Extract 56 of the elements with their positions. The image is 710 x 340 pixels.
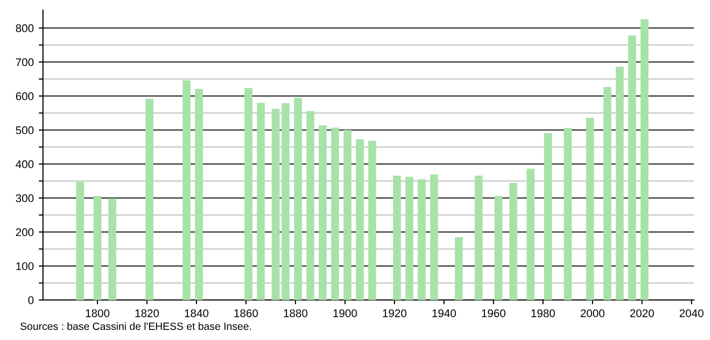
x-tick-label: 1900	[333, 309, 357, 318]
x-tick-label: 1840	[184, 309, 208, 318]
y-tick-label: 100	[16, 262, 34, 270]
bar	[474, 176, 483, 300]
bar	[544, 133, 552, 300]
bar	[393, 176, 401, 300]
bar	[494, 196, 502, 300]
bar	[194, 88, 203, 300]
bar	[509, 183, 518, 300]
bar	[244, 88, 252, 300]
bar	[603, 86, 612, 300]
source-note: Sources : base Cassini de l'EHESS et base Insee.	[20, 322, 251, 330]
bar	[256, 102, 265, 300]
bar	[564, 128, 572, 300]
y-tick-label: 0	[28, 296, 34, 304]
x-tick-label: 1800	[86, 309, 110, 318]
bar	[282, 103, 290, 300]
bar	[418, 179, 426, 300]
bar	[628, 36, 636, 300]
bar	[405, 176, 414, 300]
bar	[430, 174, 438, 300]
bar	[182, 80, 191, 300]
bar	[344, 130, 352, 300]
bar	[356, 139, 364, 300]
bar	[586, 118, 594, 300]
x-tick-label: 1960	[482, 309, 506, 318]
x-tick-label: 2040	[680, 309, 704, 318]
y-tick-label: 300	[16, 194, 34, 202]
bar	[331, 128, 340, 300]
y-tick-label: 700	[16, 58, 34, 66]
bar	[272, 108, 280, 300]
bar	[306, 110, 314, 300]
x-tick-label: 1940	[432, 309, 456, 318]
bar	[76, 182, 84, 300]
y-tick-label: 600	[16, 92, 34, 100]
x-tick-label: 1880	[284, 309, 308, 318]
bar	[93, 196, 102, 300]
x-tick-label: 2000	[580, 309, 604, 318]
bar	[640, 19, 648, 300]
bar	[318, 125, 327, 300]
y-tick-label: 500	[16, 126, 34, 134]
y-tick-label: 400	[16, 160, 34, 168]
x-tick-label: 1820	[135, 309, 159, 318]
bar	[454, 237, 463, 300]
x-tick-label: 1980	[531, 309, 555, 318]
y-tick-label: 800	[16, 24, 34, 32]
x-tick-label: 2020	[630, 309, 654, 318]
x-tick-label: 1860	[234, 309, 258, 318]
bar	[368, 140, 376, 300]
bar	[526, 168, 535, 300]
bar	[616, 66, 624, 300]
bar	[145, 98, 154, 300]
bar	[294, 98, 302, 300]
x-tick-label: 1920	[382, 309, 406, 318]
y-tick-label: 200	[16, 228, 34, 236]
bar	[108, 198, 116, 300]
